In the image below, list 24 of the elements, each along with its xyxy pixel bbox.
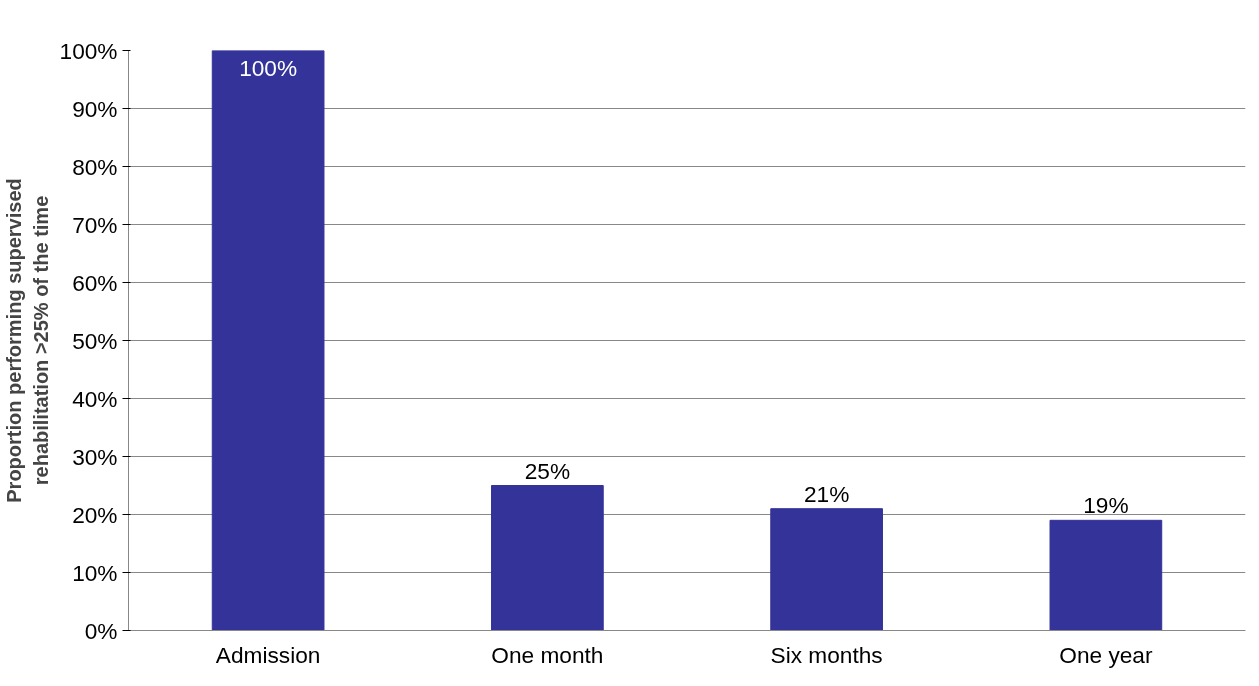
x-tick-label: One year xyxy=(1059,641,1153,668)
bar xyxy=(211,50,325,631)
data-label: 21% xyxy=(803,480,850,507)
y-tick-label: 80% xyxy=(72,153,118,180)
x-tick-label: Admission xyxy=(215,641,321,668)
y-tick-label: 10% xyxy=(72,559,118,586)
x-tick-label: One month xyxy=(491,641,604,668)
y-axis-title: Proportion performing supervised rehabilitation >25% of the time xyxy=(3,178,52,503)
y-tick-label: 40% xyxy=(72,385,118,412)
y-tick-label: 30% xyxy=(72,443,118,470)
y-tick-label: 20% xyxy=(72,501,118,528)
y-tick-label: 100% xyxy=(59,37,118,64)
y-tick-label: 50% xyxy=(72,327,118,354)
x-tick-label: Six months xyxy=(770,641,883,668)
data-label: 25% xyxy=(524,457,571,484)
bar xyxy=(770,508,883,631)
y-tick-label: 60% xyxy=(72,269,118,296)
y-tick-label: 70% xyxy=(72,211,118,238)
data-label: 100% xyxy=(239,54,298,81)
bar xyxy=(1049,519,1163,631)
data-label: 19% xyxy=(1083,492,1129,519)
bar xyxy=(491,485,604,631)
y-tick-label: 90% xyxy=(72,95,118,122)
y-tick-label: 0% xyxy=(84,617,118,644)
